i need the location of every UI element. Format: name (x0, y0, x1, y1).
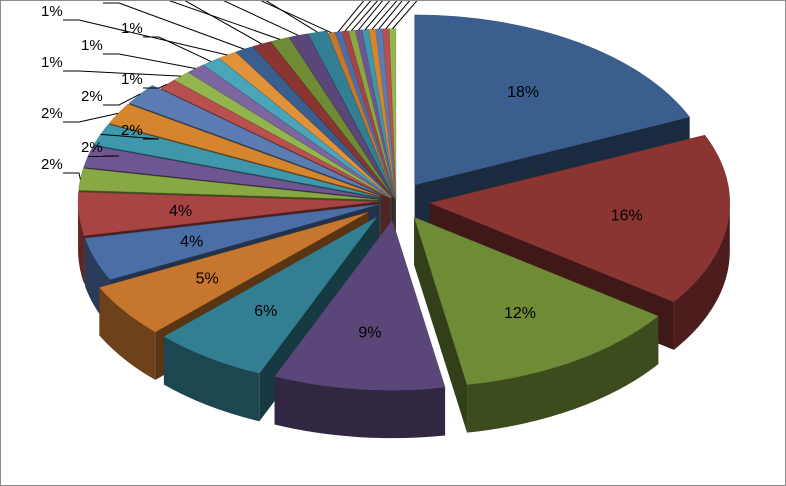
data-label-5: 5% (196, 270, 219, 287)
slice-1 (429, 134, 730, 303)
leader-line-10 (100, 133, 160, 140)
slice-6 (84, 204, 380, 280)
leader-line-17 (63, 19, 228, 56)
leader-line-32 (392, 1, 418, 30)
leader-line-13 (143, 83, 168, 89)
data-label-10: 2% (121, 122, 143, 139)
leader-line-29 (371, 1, 398, 30)
slice-18 (235, 46, 393, 198)
leader-line-15 (103, 53, 196, 70)
data-label-15: 1% (81, 37, 103, 54)
leader-line-28 (364, 1, 391, 30)
leader-line-25 (344, 1, 372, 32)
leader-line-31 (385, 1, 411, 30)
data-label-7: 4% (169, 203, 192, 220)
slice-7 (77, 191, 379, 236)
leader-line-23 (260, 1, 332, 34)
data-label-14: 1% (41, 54, 63, 71)
leader-line-18 (103, 2, 245, 50)
data-label-2: 12% (504, 305, 536, 322)
data-label-13: 1% (121, 71, 143, 88)
slice-side-7 (78, 201, 85, 284)
slice-side-2 (467, 316, 659, 433)
slice-17 (218, 51, 392, 198)
leader-line-8 (63, 172, 81, 180)
slice-16 (202, 58, 392, 198)
leader-line-14 (63, 70, 181, 77)
slice-side-3 (274, 376, 446, 439)
slice-23 (327, 32, 396, 199)
leader-lines (63, 1, 418, 180)
leader-line-21 (223, 1, 299, 36)
leader-line-27 (357, 1, 383, 31)
slice-3 (274, 219, 446, 391)
slice-side-4 (163, 336, 260, 422)
leader-line-20 (168, 1, 281, 40)
data-label-3: 9% (358, 325, 381, 342)
slice-4 (163, 216, 378, 374)
data-label-1: 16% (611, 208, 643, 225)
slice-side-1 (673, 203, 730, 350)
data-label-0: 18% (507, 84, 539, 101)
slice-0 (414, 14, 691, 186)
data-label-9: 2% (81, 139, 103, 156)
data-label-4: 6% (254, 303, 277, 320)
leader-line-26 (351, 1, 378, 31)
data-label-6: 4% (180, 234, 203, 251)
data-label-17: 1% (41, 3, 63, 20)
leader-line-12 (103, 93, 141, 106)
slice-side-5 (99, 287, 156, 380)
slice-15 (187, 64, 391, 198)
slice-5 (99, 212, 369, 333)
data-label-12: 2% (81, 88, 103, 105)
slice-2 (413, 216, 659, 385)
data-labels: 18% 16% 12% 9% 6% 5% 4% 4% 2% 2% 2% 2% 2% 1% 1% 1% 1% 1% 1… (41, 1, 643, 342)
leader-line-11 (63, 112, 119, 123)
leader-line-19 (184, 1, 262, 45)
data-label-16: 1% (121, 20, 143, 37)
slice-8 (78, 168, 379, 200)
leader-line-30 (378, 1, 403, 30)
data-label-8: 2% (41, 156, 63, 173)
leader-line-16 (143, 36, 212, 62)
leader-line-22 (265, 1, 318, 33)
slice-9 (83, 145, 379, 199)
data-label-11: 2% (41, 105, 63, 122)
leader-line-24 (337, 1, 365, 33)
data-label-18: 1% (81, 1, 103, 3)
pie-tops (77, 14, 730, 391)
slice-wall-2-1 (414, 217, 468, 433)
